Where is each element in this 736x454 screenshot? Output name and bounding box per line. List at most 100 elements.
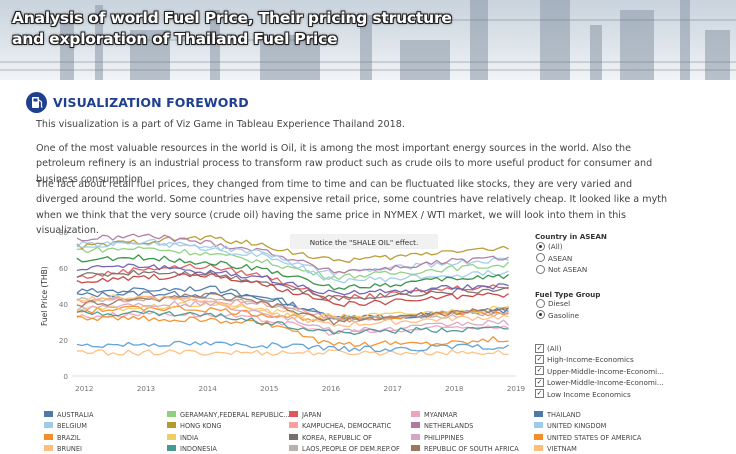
legend-swatch — [167, 422, 176, 429]
legend-item[interactable]: REPUBLIC OF SOUTH AFRICA — [411, 444, 519, 454]
legend-item[interactable]: INDONESIA — [167, 444, 217, 454]
fuel-type-option[interactable]: Gasoline — [536, 310, 580, 321]
legend-label: KAMPUCHEA, DEMOCRATIC — [302, 422, 392, 431]
annotation-box — [290, 234, 438, 249]
series-line[interactable] — [76, 254, 510, 291]
country-option[interactable]: Not ASEAN — [536, 264, 587, 275]
x-tick-label: 2017 — [384, 384, 402, 393]
series-line[interactable] — [76, 309, 509, 336]
legend-label: LAOS,PEOPLE OF DEM.REP.OF — [302, 444, 400, 453]
legend-swatch — [534, 422, 543, 429]
legend-item[interactable]: LAOS,PEOPLE OF DEM.REP.OF — [289, 444, 400, 454]
legend-item[interactable]: HONG KONG — [167, 422, 221, 431]
series-line[interactable] — [76, 340, 509, 353]
legend-label: AUSTRALIA — [57, 411, 94, 419]
fuel-type-option-label: Gasoline — [548, 310, 580, 320]
legend-label: INDIA — [180, 433, 199, 442]
legend-swatch — [44, 433, 53, 440]
radio-icon[interactable] — [536, 310, 545, 319]
income-option[interactable]: ✓ Lower-Middle-Income-Economi... — [535, 377, 664, 388]
country-option-label: (All) — [548, 242, 563, 251]
foreword-heading: VISUALIZATION FOREWORD — [53, 95, 249, 110]
legend-label: REPUBLIC OF SOUTH AFRICA — [424, 444, 519, 453]
radio-icon[interactable] — [536, 241, 545, 251]
legend-swatch — [411, 444, 420, 451]
series-line[interactable] — [76, 292, 509, 326]
series-line[interactable] — [76, 301, 509, 319]
checkbox-icon[interactable]: ✓ — [535, 354, 544, 364]
radio-icon[interactable] — [536, 253, 545, 262]
y-tick-label: 80 — [59, 228, 69, 237]
legend-label: UNITED STATES OF AMERICA — [547, 433, 642, 442]
legend-swatch — [411, 411, 420, 417]
series-line[interactable] — [76, 294, 509, 328]
legend-item[interactable]: VIETNAM — [534, 444, 577, 454]
fuel-filter-title: Fuel Type Group — [535, 290, 601, 299]
series-line[interactable] — [76, 349, 509, 357]
legend-item[interactable]: BRUNEI — [44, 444, 82, 454]
legend-item[interactable]: INDIA — [167, 433, 199, 443]
legend-item[interactable]: BRAZIL — [44, 433, 80, 443]
legend-item[interactable]: PHILIPPINES — [411, 433, 464, 443]
series-line[interactable] — [76, 240, 509, 277]
legend-label: BRUNEI — [57, 444, 82, 453]
checkbox-icon[interactable]: ✓ — [535, 389, 544, 399]
checkbox-icon[interactable]: ✓ — [535, 377, 544, 387]
income-option-label: Lower-Middle-Income-Economi... — [547, 378, 664, 388]
checkbox-icon[interactable]: ✓ — [535, 343, 544, 353]
checkbox-icon[interactable]: ✓ — [535, 366, 544, 376]
page-title-line-2: and exploration of Thailand Fuel Price — [12, 30, 338, 48]
legend-item[interactable]: KAMPUCHEA, DEMOCRATIC — [289, 422, 391, 431]
legend-item[interactable]: UNITED KINGDOM — [534, 422, 606, 431]
legend-item[interactable]: NETHERLANDS — [411, 422, 473, 431]
legend-swatch — [534, 433, 543, 440]
legend-item[interactable]: KOREA, REPUBLIC OF — [289, 433, 372, 443]
income-option[interactable]: ✓ Upper-Middle-Income-Economi... — [535, 366, 664, 377]
legend-swatch — [289, 444, 298, 451]
foreword-paragraph-3: The fact about retail fuel prices, they … — [36, 179, 668, 236]
legend-label: THAILAND — [547, 411, 581, 419]
legend-item[interactable]: AUSTRALIA — [44, 411, 94, 420]
legend-label: MYANMAR — [424, 411, 458, 419]
income-option[interactable]: ✓ High-Income-Economics — [535, 354, 634, 365]
legend-swatch — [44, 444, 53, 451]
legend-label: GERAMANY,FEDERAL REPUBLIC... — [180, 411, 290, 419]
legend-swatch — [289, 422, 298, 429]
series-line[interactable] — [76, 263, 509, 302]
country-option-label: ASEAN — [548, 253, 573, 263]
income-option[interactable]: ✓ (All) — [535, 343, 562, 354]
series-line[interactable] — [76, 269, 509, 301]
legend-label: KOREA, REPUBLIC OF — [302, 433, 372, 442]
x-tick-label: 2016 — [322, 384, 341, 393]
legend-item[interactable]: JAPAN — [289, 411, 321, 420]
legend-item[interactable]: UNITED STATES OF AMERICA — [534, 433, 642, 443]
series-line[interactable] — [76, 246, 510, 281]
legend-swatch — [411, 433, 420, 440]
series-line[interactable] — [76, 233, 509, 274]
x-tick-label: 2015 — [260, 384, 278, 393]
series-line[interactable] — [76, 310, 509, 336]
series-line[interactable] — [76, 300, 510, 335]
country-option[interactable]: (All) — [536, 241, 563, 252]
legend-item[interactable]: BELGIUM — [44, 422, 87, 431]
series-line[interactable] — [76, 263, 509, 296]
foreword-paragraph-1: This visualization is a part of Viz Game… — [36, 119, 405, 130]
x-tick-label: 2014 — [199, 384, 218, 393]
income-option-label: High-Income-Economics — [547, 355, 634, 365]
country-filter-title: Country in ASEAN — [535, 232, 607, 241]
legend-item[interactable]: THAILAND — [534, 411, 581, 420]
fuel-type-option[interactable]: Diesel — [536, 298, 570, 309]
refinery-background-image — [0, 0, 736, 80]
series-line[interactable] — [76, 315, 509, 348]
foreword-paragraph-2: One of the most valuable resources in th… — [36, 143, 653, 185]
radio-icon[interactable] — [536, 264, 545, 274]
country-option[interactable]: ASEAN — [536, 253, 573, 264]
legend-item[interactable]: MYANMAR — [411, 411, 457, 420]
series-line[interactable] — [76, 272, 509, 308]
income-option[interactable]: ✓ Low Income Economics — [535, 389, 631, 400]
x-tick-label: 2019 — [507, 384, 526, 393]
fuel-price-line-chart[interactable]: 0 20 40 60 80 2012 2013 2014 2015 2016 2017 2018 201… — [38, 224, 528, 402]
legend-item[interactable]: GERAMANY,FEDERAL REPUBLIC... — [167, 411, 290, 420]
series-line[interactable] — [76, 235, 509, 263]
radio-icon[interactable] — [536, 298, 545, 308]
